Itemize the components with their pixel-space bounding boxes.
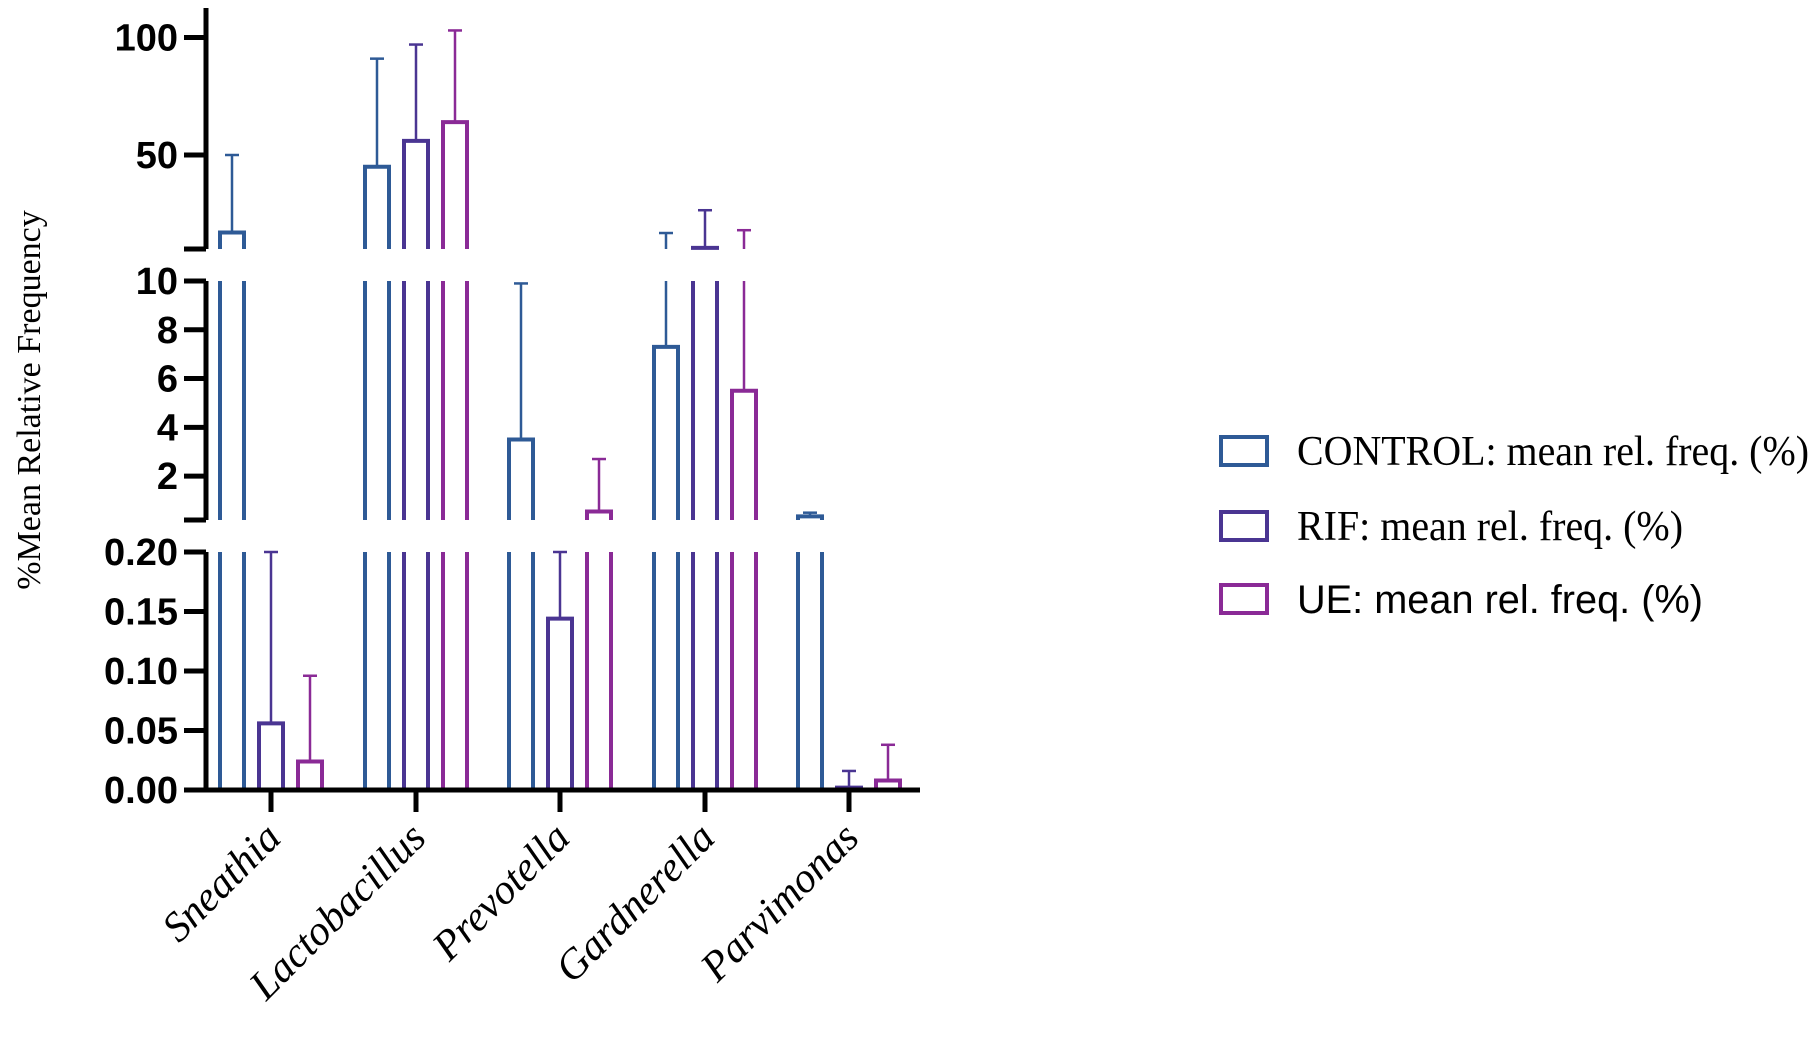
x-tick-label: Prevotella <box>423 815 579 971</box>
bar <box>257 550 285 790</box>
y-tick-label: 0.20 <box>104 532 178 574</box>
bar <box>441 29 469 790</box>
x-tick-label: Sneathia <box>154 815 290 951</box>
y-tick-label: 50 <box>136 135 178 177</box>
x-axis: SneathiaLactobacillusPrevotellaGardnerel… <box>154 787 920 1009</box>
bar <box>296 674 324 790</box>
y-tick-label: 6 <box>157 359 178 401</box>
y-tick-label: 0.15 <box>104 592 178 634</box>
bar <box>363 57 391 790</box>
legend: CONTROL: mean rel. freq. (%) RIF: mean re… <box>1219 429 1809 622</box>
legend-item: RIF: mean rel. freq. (%) <box>1219 504 1683 550</box>
legend-item: UE: mean rel. freq. (%) <box>1219 578 1703 622</box>
y-tick-label: 100 <box>115 18 178 60</box>
bar <box>402 43 430 790</box>
y-tick-label: 0.05 <box>104 711 178 753</box>
bar <box>507 282 535 790</box>
y-axis-label: %Mean Relative Frequency <box>11 210 48 590</box>
y-tick-label: 10 <box>136 261 178 303</box>
bar <box>835 769 863 790</box>
bars-layer <box>218 29 902 790</box>
bar <box>546 550 574 790</box>
bar <box>691 208 719 790</box>
legend-label: CONTROL: mean rel. freq. (%) <box>1297 429 1809 475</box>
y-tick-label: 0.00 <box>104 770 178 812</box>
x-tick-label: Gardnerella <box>547 815 724 992</box>
legend-label: RIF: mean rel. freq. (%) <box>1297 504 1683 550</box>
bar <box>218 153 246 790</box>
legend-swatch <box>1219 583 1269 615</box>
legend-label: UE: mean rel. freq. (%) <box>1297 578 1703 622</box>
y-tick-label: 4 <box>157 407 178 449</box>
legend-swatch <box>1219 510 1269 542</box>
bar <box>730 228 758 790</box>
y-axis: 0.00 0.05 0.10 0.15 0.20 2 4 6 8 10 50 100 <box>104 8 209 812</box>
bar <box>796 511 824 790</box>
legend-swatch <box>1219 435 1269 467</box>
y-tick-label: 8 <box>157 310 178 352</box>
bar <box>585 457 613 790</box>
bar <box>874 743 902 790</box>
y-tick-label: 0.10 <box>104 651 178 693</box>
bar <box>652 231 680 790</box>
y-tick-label: 2 <box>157 456 178 498</box>
legend-item: CONTROL: mean rel. freq. (%) <box>1219 429 1809 475</box>
